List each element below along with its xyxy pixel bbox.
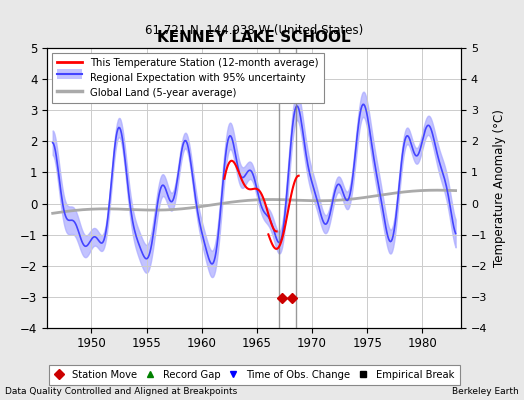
Y-axis label: Temperature Anomaly (°C): Temperature Anomaly (°C)	[493, 109, 506, 267]
Text: Berkeley Earth: Berkeley Earth	[452, 387, 519, 396]
Legend: Station Move, Record Gap, Time of Obs. Change, Empirical Break: Station Move, Record Gap, Time of Obs. C…	[49, 365, 460, 385]
Title: KENNEY LAKE SCHOOL: KENNEY LAKE SCHOOL	[157, 30, 351, 46]
Text: Data Quality Controlled and Aligned at Breakpoints: Data Quality Controlled and Aligned at B…	[5, 387, 237, 396]
Text: 61.721 N, 144.938 W (United States): 61.721 N, 144.938 W (United States)	[145, 24, 363, 37]
